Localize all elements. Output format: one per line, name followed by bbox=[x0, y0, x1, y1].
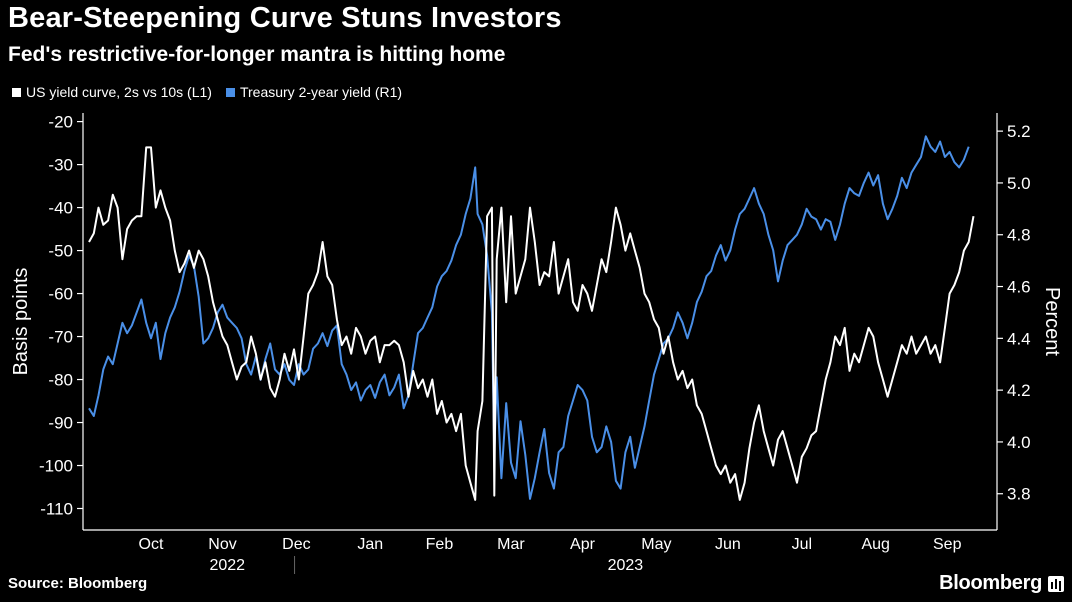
right-tick-label: 4.8 bbox=[1007, 226, 1031, 245]
x-tick-label: Jul bbox=[792, 536, 812, 553]
x-tick-label: Jan bbox=[357, 536, 383, 553]
x-tick-label: Feb bbox=[426, 536, 454, 553]
right-tick-label: 4.6 bbox=[1007, 278, 1031, 297]
x-tick-label: Jun bbox=[715, 536, 741, 553]
chart-title: Bear-Steepening Curve Stuns Investors bbox=[8, 2, 562, 34]
x-tick-label: Mar bbox=[497, 536, 525, 553]
bloomberg-terminal-icon bbox=[1048, 576, 1064, 592]
year-label: 2023 bbox=[608, 557, 644, 574]
right-tick-label: 4.0 bbox=[1007, 433, 1031, 452]
left-tick-label: -90 bbox=[48, 414, 73, 433]
left-tick-label: -100 bbox=[39, 457, 73, 476]
source-label: Source: Bloomberg bbox=[8, 575, 148, 592]
right-tick-label: 5.0 bbox=[1007, 174, 1031, 193]
right-tick-label: 4.4 bbox=[1007, 329, 1031, 348]
series-line-yield-curve bbox=[88, 146, 975, 501]
left-tick-label: -80 bbox=[48, 371, 73, 390]
chart-axes: -20 -30 -40 -50 -60 -70 -80 -90 -100 -110 5.2 5.0 4.… bbox=[10, 113, 1063, 574]
legend: US yield curve, 2s vs 10s (L1) Treasury … bbox=[12, 84, 402, 100]
x-tick-label: Nov bbox=[208, 536, 236, 553]
chart-subtitle: Fed's restrictive-for-longer mantra is h… bbox=[8, 43, 506, 66]
year-label: 2022 bbox=[209, 557, 245, 574]
left-tick-label: -50 bbox=[48, 242, 73, 261]
legend-item-2y-yield: Treasury 2-year yield (R1) bbox=[225, 84, 403, 100]
series-layer bbox=[88, 135, 975, 501]
left-tick-label: -110 bbox=[40, 500, 73, 519]
x-tick-label: Apr bbox=[570, 536, 596, 553]
x-tick-label: Dec bbox=[282, 536, 310, 553]
right-tick-label: 3.8 bbox=[1007, 485, 1031, 504]
legend-label-yield-curve: US yield curve, 2s vs 10s (L1) bbox=[26, 84, 212, 100]
x-tick-label: Oct bbox=[139, 536, 164, 553]
left-tick-label: -20 bbox=[48, 113, 73, 132]
right-tick-label: 4.2 bbox=[1007, 381, 1031, 400]
x-tick-label: May bbox=[641, 536, 671, 553]
series-line-2y-yield bbox=[88, 135, 970, 500]
left-tick-label: -60 bbox=[48, 285, 73, 304]
right-axis-title: Percent bbox=[1041, 287, 1063, 356]
left-tick-label: -30 bbox=[48, 156, 73, 175]
right-tick-label: 5.2 bbox=[1007, 122, 1031, 141]
legend-item-yield-curve: US yield curve, 2s vs 10s (L1) bbox=[12, 84, 212, 100]
left-tick-label: -40 bbox=[48, 199, 73, 218]
bloomberg-logo-text: Bloomberg bbox=[939, 572, 1042, 594]
x-tick-label: Sep bbox=[933, 536, 962, 553]
left-axis-title: Basis points bbox=[10, 268, 32, 376]
legend-label-2y-yield: Treasury 2-year yield (R1) bbox=[239, 84, 403, 100]
legend-swatch-blue bbox=[225, 87, 235, 97]
left-tick-label: -70 bbox=[48, 328, 73, 347]
x-tick-label: Aug bbox=[861, 536, 889, 553]
legend-swatch-white bbox=[12, 87, 21, 97]
